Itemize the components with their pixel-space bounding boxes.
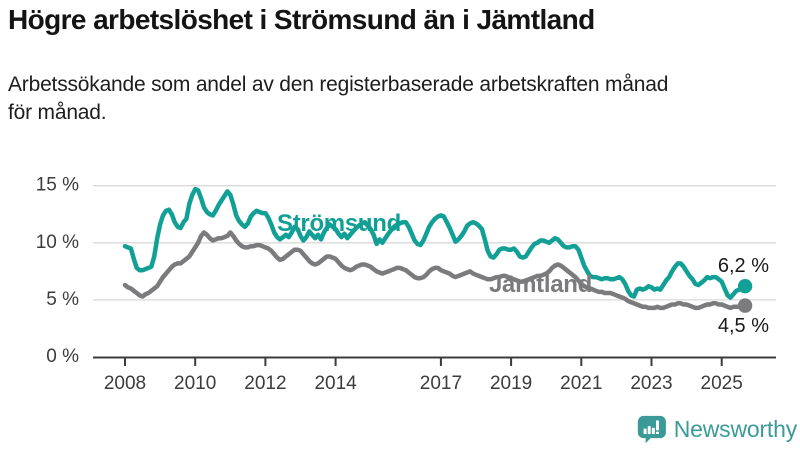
newsworthy-logo: Newsworthy — [637, 410, 797, 448]
bar-chart-glyph — [643, 419, 659, 434]
x-axis-label: 2021 — [560, 373, 602, 394]
x-axis-label: 2017 — [420, 373, 462, 394]
chart-subtitle: Arbetssökande som andel av den registerb… — [8, 71, 778, 127]
subtitle-line-2: för månad. — [8, 101, 107, 124]
x-axis-label: 2019 — [490, 373, 532, 394]
page-title: Högre arbetslöshet i Strömsund än i Jämt… — [8, 4, 595, 35]
y-axis-label: 0 % — [46, 346, 79, 367]
y-axis-label: 5 % — [46, 289, 79, 310]
x-axis-label: 2012 — [244, 373, 286, 394]
series-line-strömsund — [122, 186, 748, 300]
series-label-strömsund: Strömsund — [277, 210, 401, 237]
x-axis-label: 2014 — [314, 373, 357, 394]
subtitle-line-1: Arbetssökande som andel av den registerb… — [8, 73, 669, 96]
x-axis-label: 2010 — [174, 373, 216, 394]
end-value-label-strömsund: 6,2 % — [718, 255, 769, 277]
series-label-jämtland: Jämtland — [489, 271, 592, 298]
bar-chart-bubble-icon — [637, 415, 666, 443]
end-value-label-jämtland: 4,5 % — [718, 315, 769, 337]
newsworthy-logo-text: Newsworthy — [673, 415, 797, 442]
x-axis-label: 2025 — [701, 373, 743, 394]
unemployment-line-chart: 0 % 5 % 10 % 15 % 2008 2010 2012 2014 2017 2019 20… — [36, 175, 776, 394]
series-end-dot-strömsund — [737, 278, 753, 294]
y-axis-label: 10 % — [36, 232, 79, 253]
series-end-dot-jämtland — [737, 298, 753, 313]
y-axis-label: 15 % — [36, 175, 79, 196]
series-line-jämtland — [122, 230, 748, 311]
x-axis-label: 2008 — [104, 373, 146, 394]
x-axis-label: 2023 — [630, 373, 672, 394]
